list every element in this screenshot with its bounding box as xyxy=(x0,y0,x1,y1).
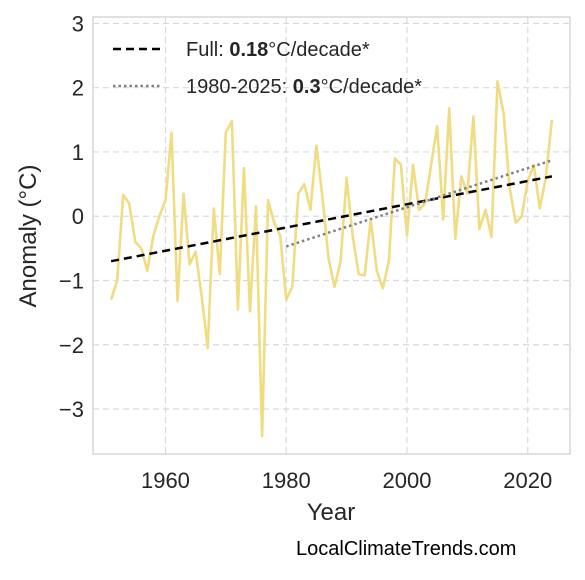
x-tick-label: 2020 xyxy=(503,468,552,493)
y-tick-label: 2 xyxy=(72,76,84,101)
full-trend-line xyxy=(110,175,553,263)
legend-item-full: Full: 0.18°C/decade* xyxy=(186,39,370,61)
source-credit: LocalClimateTrends.com xyxy=(296,538,517,560)
anomaly-series-line xyxy=(109,80,554,438)
y-tick-label: 1 xyxy=(72,140,84,165)
x-axis-label: Year xyxy=(307,499,356,526)
legend: Full: 0.18°C/decade* 1980-2025: 0.3°C/de… xyxy=(113,39,422,98)
y-tick-label: 0 xyxy=(72,204,84,229)
legend-full-value: 0.18 xyxy=(229,39,268,61)
y-axis-label: Anomaly (°C) xyxy=(15,165,42,308)
series-layer xyxy=(109,80,554,438)
legend-full-suffix: °C/decade* xyxy=(268,39,370,61)
y-tick-label: −1 xyxy=(59,268,84,293)
y-axis-ticks: −3 −2 −1 0 1 2 3 xyxy=(59,11,84,422)
x-tick-label: 1960 xyxy=(141,468,190,493)
y-tick-label: −3 xyxy=(59,397,84,422)
x-tick-label: 2000 xyxy=(382,468,431,493)
legend-item-recent: 1980-2025: 0.3°C/decade* xyxy=(186,76,422,98)
legend-full-prefix: Full: xyxy=(186,39,229,61)
x-axis-ticks: 1960 1980 2000 2020 xyxy=(141,468,552,493)
legend-recent-value: 0.3 xyxy=(293,76,321,98)
legend-recent-prefix: 1980-2025: xyxy=(186,76,293,98)
y-tick-label: −2 xyxy=(59,333,84,358)
legend-recent-suffix: °C/decade* xyxy=(321,76,423,98)
x-tick-label: 1980 xyxy=(262,468,311,493)
grid-lines xyxy=(93,17,570,454)
y-tick-label: 3 xyxy=(72,11,84,36)
trend-layer xyxy=(110,159,553,263)
recent-trend-line xyxy=(285,159,553,248)
